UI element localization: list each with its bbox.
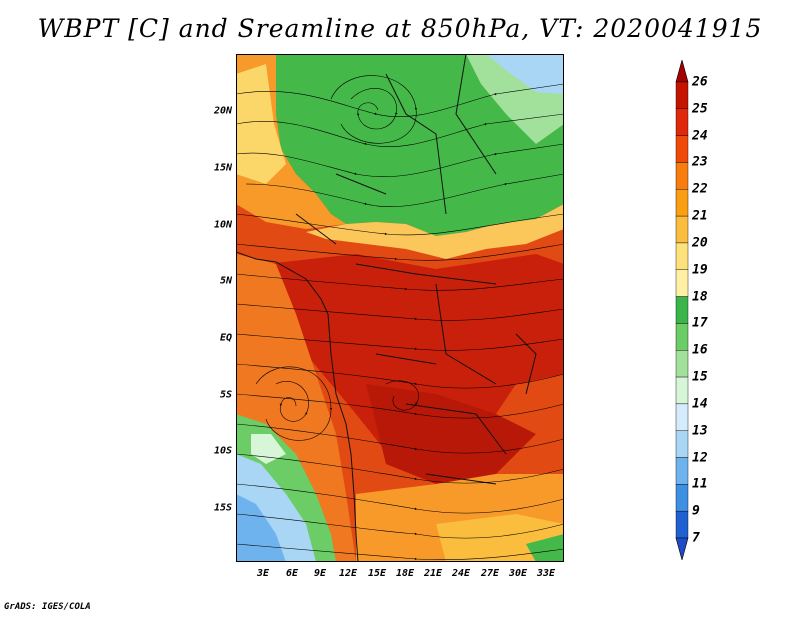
field-yellow-band — [306, 204, 564, 259]
streamline — [236, 543, 564, 561]
streamline — [236, 423, 564, 454]
colorbar-segment — [675, 162, 689, 190]
streamline — [236, 113, 564, 147]
streamline — [236, 513, 564, 539]
vortex-sw-outer — [255, 366, 333, 441]
colorbar-segment — [675, 269, 689, 297]
wbpt-streamline-map — [236, 54, 564, 562]
colorbar-segment — [675, 135, 689, 163]
y-tick-label: 10S — [213, 445, 232, 457]
streamline — [236, 273, 564, 291]
y-tick-label: 5S — [219, 389, 232, 401]
colorbar-segment — [675, 510, 689, 539]
colorbar-label: 25 — [692, 101, 708, 117]
coastline — [236, 251, 359, 562]
colorbar-segment — [675, 484, 689, 512]
colorbar-segment — [675, 376, 689, 405]
colorbar-label: 20 — [692, 235, 708, 251]
x-tick-label: 27E — [480, 568, 500, 579]
colorbar-segment — [675, 430, 689, 458]
y-tick-label: 10N — [213, 219, 232, 231]
streamline — [236, 303, 564, 321]
colorbar-label: 17 — [692, 315, 708, 331]
streamline — [236, 363, 564, 389]
y-tick-label: 15N — [213, 162, 232, 174]
streamline — [236, 143, 564, 177]
colorbar-label: 22 — [692, 181, 708, 197]
field-blue-ne — [486, 54, 564, 94]
x-tick-label: 12E — [338, 568, 358, 579]
colorbar-label: 13 — [692, 423, 708, 439]
x-tick-label: 33E — [536, 568, 556, 579]
colorbar-label: 24 — [692, 128, 708, 144]
x-tick-label: 6E — [285, 568, 299, 579]
colorbar-label: 14 — [692, 396, 708, 412]
colorbar-segment — [675, 108, 689, 136]
colorbar-label: 18 — [692, 289, 708, 305]
colorbar-label: 23 — [692, 154, 708, 170]
colorbar-label: 19 — [692, 262, 708, 278]
vortex-north — [350, 88, 398, 130]
colorbar-label: 7 — [692, 530, 700, 546]
x-tick-label: 24E — [451, 568, 471, 579]
colorbar-bottom-triangle — [675, 537, 689, 560]
colorbar-segment — [675, 189, 689, 217]
colorbar-label: 21 — [692, 208, 708, 224]
convergence-center — [385, 380, 419, 411]
streamline — [236, 483, 564, 514]
x-tick-label: 30E — [508, 568, 528, 579]
colorbar-segment — [675, 81, 689, 110]
colorbar-segment — [675, 296, 689, 324]
colorbar-label: 11 — [692, 476, 708, 492]
y-tick-label: 5N — [219, 275, 232, 287]
streamline — [245, 173, 564, 207]
field-yellow-west — [236, 64, 286, 184]
streamline — [236, 243, 564, 261]
x-tick-label: 15E — [367, 568, 387, 579]
streamline — [236, 453, 564, 484]
y-tick-label: 15S — [213, 502, 232, 514]
colorbar-label: 16 — [692, 342, 708, 358]
field-green-se — [526, 534, 564, 562]
colorbar-segment — [675, 242, 689, 270]
colorbar-segment — [675, 457, 689, 485]
map-title: WBPT [C] and Sreamline at 850hPa, VT: 20… — [37, 14, 763, 43]
colorbar-segment — [675, 215, 689, 244]
y-tick-label: EQ — [219, 332, 232, 344]
colorbar — [675, 60, 689, 560]
colorbar-label: 12 — [692, 450, 708, 466]
y-tick-label: 20N — [213, 105, 232, 117]
x-tick-label: 9E — [313, 568, 327, 579]
colorbar-label: 15 — [692, 369, 708, 385]
colorbar-segment — [675, 323, 689, 351]
vortex-sw — [275, 381, 309, 422]
footer-credit: GrADS: IGES/COLA — [4, 602, 91, 612]
colorbar-segment — [675, 403, 689, 431]
colorbar-label: 26 — [692, 74, 708, 90]
streamline — [236, 333, 564, 351]
streamline — [236, 393, 564, 419]
colorbar-label: 9 — [692, 503, 700, 519]
vortex-north-outer — [330, 75, 418, 144]
x-tick-label: 21E — [423, 568, 443, 579]
x-tick-label: 3E — [256, 568, 270, 579]
streamline — [236, 213, 564, 236]
field-darkred-south — [366, 384, 536, 484]
colorbar-top-triangle — [675, 60, 689, 83]
x-tick-label: 18E — [395, 568, 415, 579]
colorbar-segment — [675, 350, 689, 378]
